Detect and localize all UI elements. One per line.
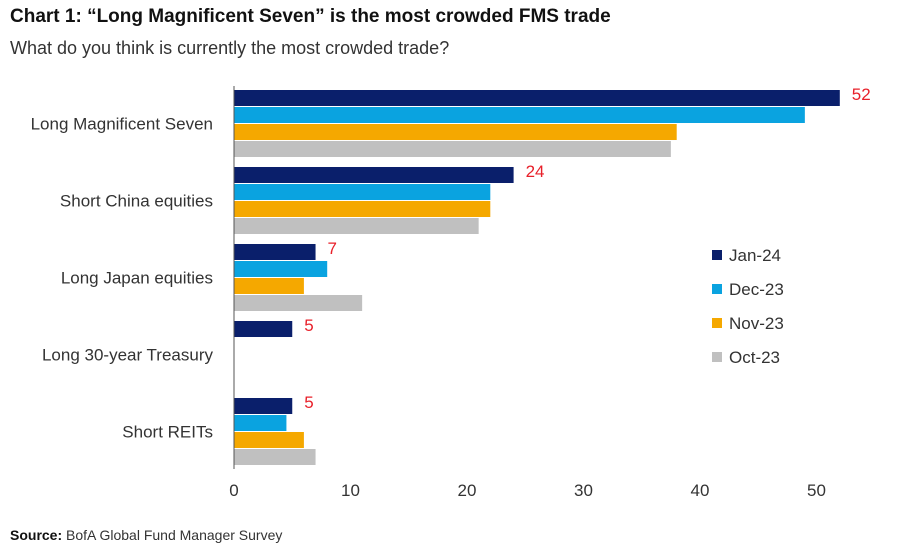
legend-label-nov-23: Nov-23 [729, 314, 784, 333]
legend-label-oct-23: Oct-23 [729, 348, 780, 367]
legend-swatch-dec-23 [712, 284, 722, 294]
x-tick-label-40: 40 [691, 481, 710, 500]
data-labels-group: 52 24 7 5 5 [304, 85, 870, 412]
category-label-long-japan-equities: Long Japan equities [61, 269, 213, 288]
x-tick-label-0: 0 [229, 481, 238, 500]
bar-short-reits-oct-23 [234, 449, 316, 465]
data-label-long-magnificent-seven: 52 [852, 85, 871, 104]
chart-subtitle: What do you think is currently the most … [10, 38, 450, 58]
x-tick-label-10: 10 [341, 481, 360, 500]
legend-label-dec-23: Dec-23 [729, 280, 784, 299]
legend-swatch-nov-23 [712, 318, 722, 328]
data-label-long-japan-equities: 7 [328, 239, 337, 258]
bar-long-magnificent-seven-dec-23 [234, 107, 805, 123]
category-labels-group: Long Magnificent Seven Short China equiti… [31, 115, 214, 442]
source-text: BofA Global Fund Manager Survey [66, 527, 283, 543]
bar-short-reits-nov-23 [234, 432, 304, 448]
bar-long-japan-equities-jan-24 [234, 244, 316, 260]
bar-long-japan-equities-oct-23 [234, 295, 363, 311]
x-tick-label-30: 30 [574, 481, 593, 500]
category-label-short-china-equities: Short China equities [60, 192, 213, 211]
legend-swatch-oct-23 [712, 352, 722, 362]
bar-short-china-equities-dec-23 [234, 184, 491, 200]
bar-long-30-year-treasury-jan-24 [234, 321, 293, 337]
data-label-long-30-year-treasury: 5 [304, 316, 313, 335]
source-label: Source: [10, 527, 63, 543]
bar-long-japan-equities-dec-23 [234, 261, 328, 277]
data-label-short-reits: 5 [304, 393, 313, 412]
category-label-short-reits: Short REITs [122, 423, 213, 442]
bar-long-magnificent-seven-nov-23 [234, 124, 677, 140]
bars-group [234, 90, 840, 465]
bar-long-magnificent-seven-jan-24 [234, 90, 840, 106]
bar-long-magnificent-seven-oct-23 [234, 141, 671, 157]
data-label-short-china-equities: 24 [526, 162, 545, 181]
bar-short-reits-dec-23 [234, 415, 287, 431]
bar-short-reits-jan-24 [234, 398, 293, 414]
bar-short-china-equities-jan-24 [234, 167, 514, 183]
chart-title: Chart 1: “Long Magnificent Seven” is the… [10, 6, 611, 27]
x-tick-label-20: 20 [458, 481, 477, 500]
legend-label-jan-24: Jan-24 [729, 246, 781, 265]
legend-swatch-jan-24 [712, 250, 722, 260]
bar-short-china-equities-oct-23 [234, 218, 479, 234]
category-label-long-30-year-treasury: Long 30-year Treasury [42, 346, 214, 365]
category-label-long-magnificent-seven: Long Magnificent Seven [31, 115, 213, 134]
bar-long-japan-equities-nov-23 [234, 278, 304, 294]
legend: Jan-24 Dec-23 Nov-23 Oct-23 [712, 246, 784, 367]
x-tick-label-50: 50 [807, 481, 826, 500]
bar-short-china-equities-nov-23 [234, 201, 491, 217]
x-axis: 0 10 20 30 40 50 [229, 86, 826, 500]
source-note: Source: BofA Global Fund Manager Survey [10, 527, 282, 543]
